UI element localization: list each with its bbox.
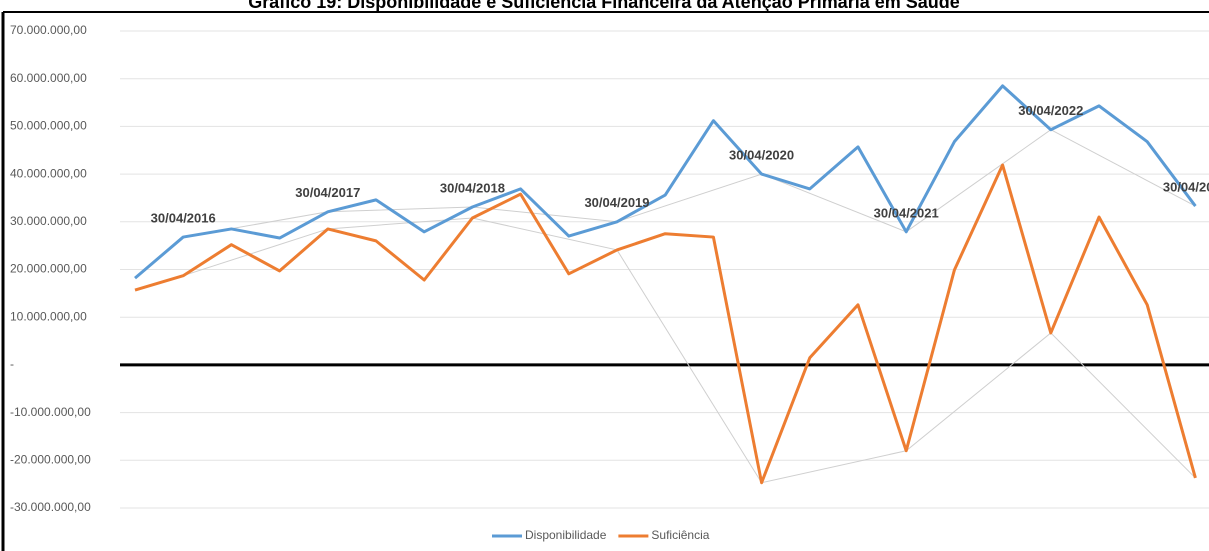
y-tick-label: 10.000.000,00	[10, 309, 87, 323]
date-label: 30/04/2020	[729, 148, 794, 163]
connector-line	[183, 129, 1196, 238]
date-label: 30/04/2017	[295, 185, 360, 200]
y-tick-label: 50.000.000,00	[10, 119, 87, 133]
date-label: 30/04/2019	[584, 195, 649, 210]
y-tick-label: -10.000.000,00	[10, 405, 91, 419]
date-label: 30/04/2016	[151, 211, 216, 226]
connector-line	[183, 217, 1196, 484]
legend-label: Suficiência	[651, 528, 709, 542]
date-label: 30/04/2023	[1163, 179, 1209, 194]
y-tick-label: -	[10, 357, 14, 371]
y-tick-label: 70.000.000,00	[10, 23, 87, 37]
series-line	[134, 84, 1197, 280]
y-tick-label: 30.000.000,00	[10, 214, 87, 228]
y-tick-label: 60.000.000,00	[10, 71, 87, 85]
date-label: 30/04/2018	[440, 180, 505, 195]
y-tick-label: -30.000.000,00	[10, 500, 91, 514]
date-label: 30/04/2022	[1018, 103, 1083, 118]
y-tick-label: -20.000.000,00	[10, 452, 91, 466]
legend-label: Disponibilidade	[525, 528, 607, 542]
y-tick-label: 20.000.000,00	[10, 262, 87, 276]
date-label: 30/04/2021	[874, 205, 939, 220]
chart-title: Gráfico 19: Disponibilidade e Suficiênci…	[248, 0, 960, 12]
y-tick-label: 40.000.000,00	[10, 166, 87, 180]
series-line	[134, 163, 1197, 485]
